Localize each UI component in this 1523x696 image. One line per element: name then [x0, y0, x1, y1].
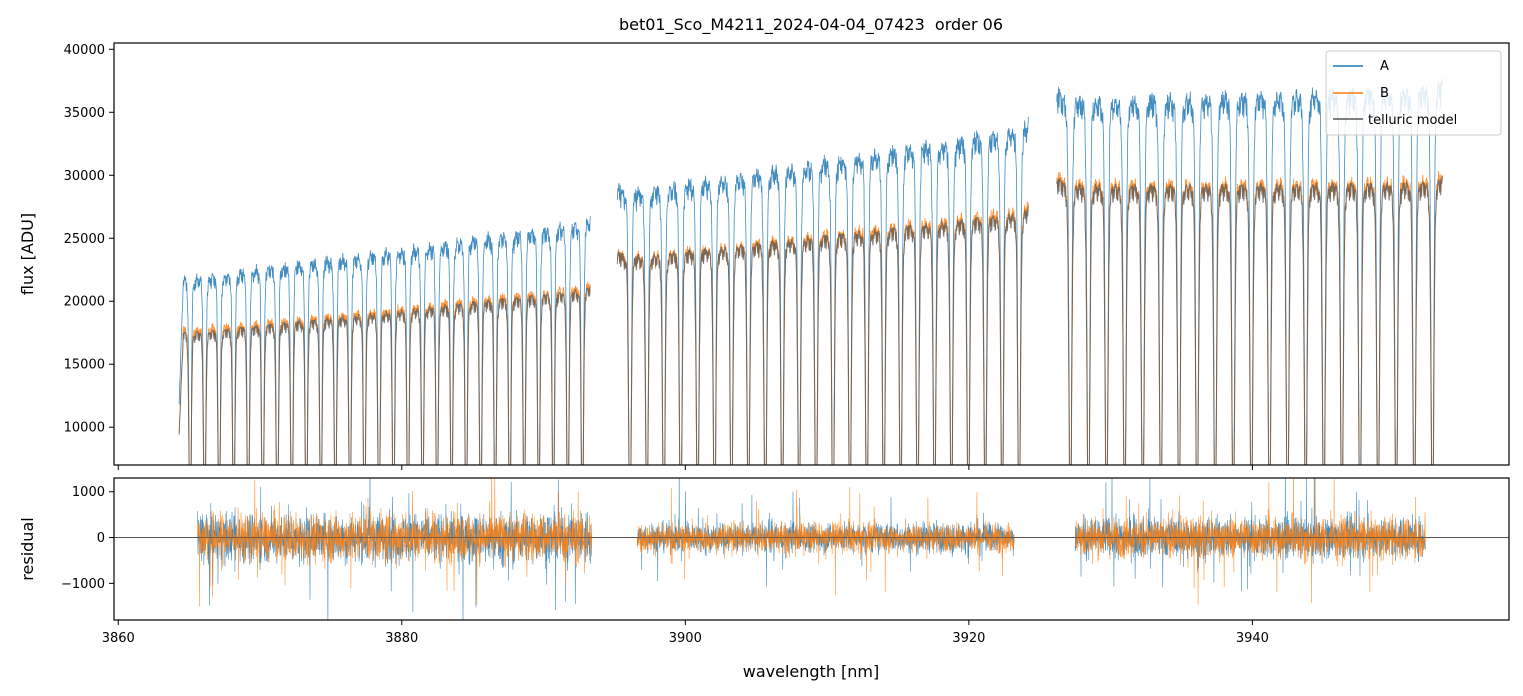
flux-ytick-label: 15000 [64, 358, 105, 373]
telluric-model-segment-3 [1056, 175, 1443, 465]
flux-ytick-label: 10000 [64, 421, 105, 436]
residual-panel-frame [113, 477, 1510, 621]
telluric-model-segment-1 [178, 286, 591, 465]
flux-panel-frame [113, 42, 1510, 466]
flux-panel: 10000 15000 20000 25000 30000 35000 40000 flux… [18, 42, 1510, 470]
wavelength-axis-label: wavelength [nm] [743, 662, 880, 681]
flux-ytick-label: 25000 [64, 232, 105, 247]
wavelength-xtick-label: 3920 [952, 631, 985, 646]
series-a-segment-1 [178, 215, 591, 465]
residual-b-segment-3 [1074, 478, 1426, 605]
flux-ytick-label: 30000 [64, 169, 105, 184]
wavelength-xtick-label: 3860 [102, 631, 135, 646]
chart-title: bet01_Sco_M4211_2024-04-04_07423 order 0… [619, 15, 1003, 35]
telluric-model-segment-2 [616, 205, 1029, 465]
residual-ytick-label: 1000 [72, 485, 105, 500]
residual-axis-label: residual [18, 517, 37, 580]
residual-panel: −1000 0 1000 3860 3880 3900 3920 3940 residual… [18, 477, 1510, 681]
residual-ytick-label: −1000 [61, 577, 105, 592]
legend-label-model: telluric model [1368, 113, 1457, 128]
series-a-segment-2 [616, 116, 1029, 465]
legend-label-a: A [1380, 59, 1389, 74]
residual-a-segment-2 [636, 478, 1015, 588]
flux-ytick-label: 40000 [64, 43, 105, 58]
legend: A B telluric model [1325, 50, 1502, 136]
legend-label-b: B [1380, 86, 1389, 101]
wavelength-xtick-label: 3940 [1236, 631, 1269, 646]
wavelength-xtick-label: 3880 [385, 631, 418, 646]
residual-ytick-label: 0 [97, 531, 105, 546]
flux-axis-label: flux [ADU] [18, 213, 37, 295]
wavelength-xtick-label: 3900 [669, 631, 702, 646]
flux-ytick-label: 35000 [64, 106, 105, 121]
legend-box [1325, 50, 1502, 136]
flux-ytick-label: 20000 [64, 295, 105, 310]
residual-b-segment-2 [636, 487, 1015, 596]
residual-b-segment-1 [197, 478, 593, 607]
